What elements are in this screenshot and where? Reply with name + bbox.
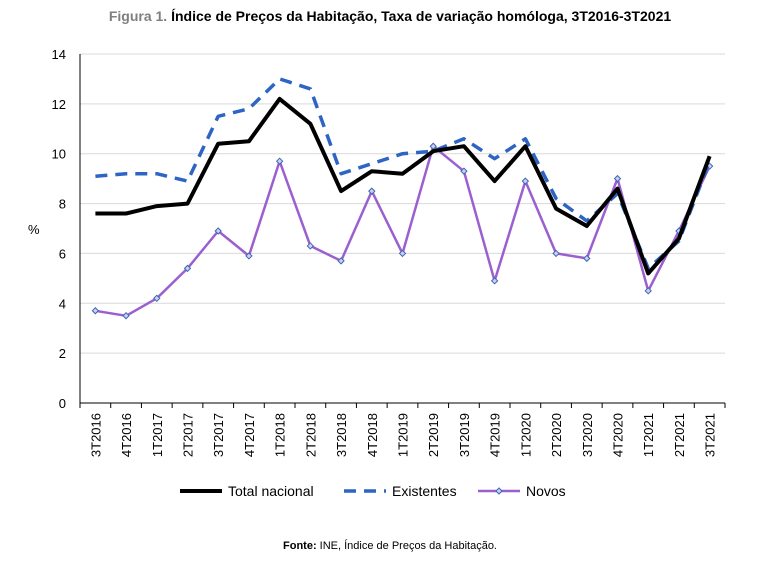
y-tick-label: 10 <box>52 147 66 162</box>
data-point-marker <box>214 227 222 235</box>
data-point-marker <box>613 174 622 183</box>
x-tick-label: 2T2018 <box>303 413 318 457</box>
data-point-marker <box>552 249 560 258</box>
data-point-marker <box>91 307 100 315</box>
y-tick-label: 4 <box>59 296 66 311</box>
data-point-marker <box>521 177 530 185</box>
data-point-marker <box>644 287 652 295</box>
figure-title-text: Índice de Preços da Habitação, Taxa de v… <box>171 8 672 24</box>
data-point-marker <box>183 264 192 273</box>
data-point-marker <box>245 252 253 260</box>
x-tick-label: 4T2020 <box>611 413 626 457</box>
data-point-marker <box>490 277 499 285</box>
x-tick-label: 3T2016 <box>88 413 103 457</box>
x-tick-label: 2T2021 <box>672 413 687 457</box>
y-tick-labels: 0 2 4 6 8 10 12 14 <box>52 47 66 411</box>
x-tick-label: 1T2018 <box>273 413 288 457</box>
data-point-marker <box>368 187 376 195</box>
x-tick-label: 2T2019 <box>426 413 441 457</box>
y-tick-label: 6 <box>59 246 66 261</box>
y-tick-label: 8 <box>59 197 66 212</box>
x-tick-label: 4T2017 <box>242 413 257 457</box>
legend: Total nacional Existentes Novos <box>180 483 566 499</box>
x-tick-label: 3T2018 <box>334 413 349 457</box>
series-lines <box>91 77 714 320</box>
data-point-marker <box>337 257 345 265</box>
data-point-marker <box>460 167 468 175</box>
legend-label: Novos <box>526 483 566 499</box>
x-tick-label: 3T2019 <box>457 413 472 457</box>
legend-label: Total nacional <box>228 483 314 499</box>
data-point-marker <box>583 254 591 263</box>
y-axis-label: % <box>28 222 40 237</box>
x-tick-label: 1T2021 <box>641 413 656 457</box>
legend-label: Existentes <box>392 483 457 499</box>
x-tick-label: 3T2017 <box>211 413 226 457</box>
y-tick-label: 0 <box>59 396 66 411</box>
figure-label: Figura 1. <box>108 8 168 24</box>
x-tick-label: 3T2020 <box>580 413 595 457</box>
x-tick-label: 4T2018 <box>365 413 380 457</box>
source-text: INE, Índice de Preços da Habitação. <box>319 540 497 552</box>
x-tick-labels: 3T2016 4T2016 1T2017 2T2017 3T2017 4T2017 1T20… <box>88 413 717 457</box>
x-tick-label: 1T2017 <box>150 413 165 457</box>
x-tick-label: 2T2020 <box>549 413 564 457</box>
y-tick-label: 12 <box>52 97 66 112</box>
data-point-marker <box>153 294 161 303</box>
data-point-marker <box>275 157 284 165</box>
figure-title: Figura 1. Índice de Preços da Habitação,… <box>0 8 780 24</box>
x-tick-label: 2T2017 <box>181 413 196 457</box>
series-line-existentes <box>95 77 712 271</box>
source-note: Fonte: INE, Índice de Preços da Habitaçã… <box>0 540 780 552</box>
data-point-marker <box>122 312 130 320</box>
axes <box>79 54 726 408</box>
series-line-total-nacional <box>95 96 712 276</box>
x-tick-label: 3T2021 <box>703 413 718 457</box>
x-tick-label: 1T2019 <box>396 413 411 457</box>
data-point-marker <box>398 249 407 258</box>
x-tick-label: 4T2016 <box>119 413 134 457</box>
x-tick-label: 4T2019 <box>488 413 503 457</box>
grid-lines <box>80 53 725 354</box>
source-label: Fonte: <box>283 540 317 552</box>
x-tick-label: 1T2020 <box>518 413 533 457</box>
y-tick-label: 2 <box>59 346 66 361</box>
data-point-marker <box>306 242 315 250</box>
legend-marker <box>495 487 503 495</box>
y-tick-label: 14 <box>52 47 66 62</box>
